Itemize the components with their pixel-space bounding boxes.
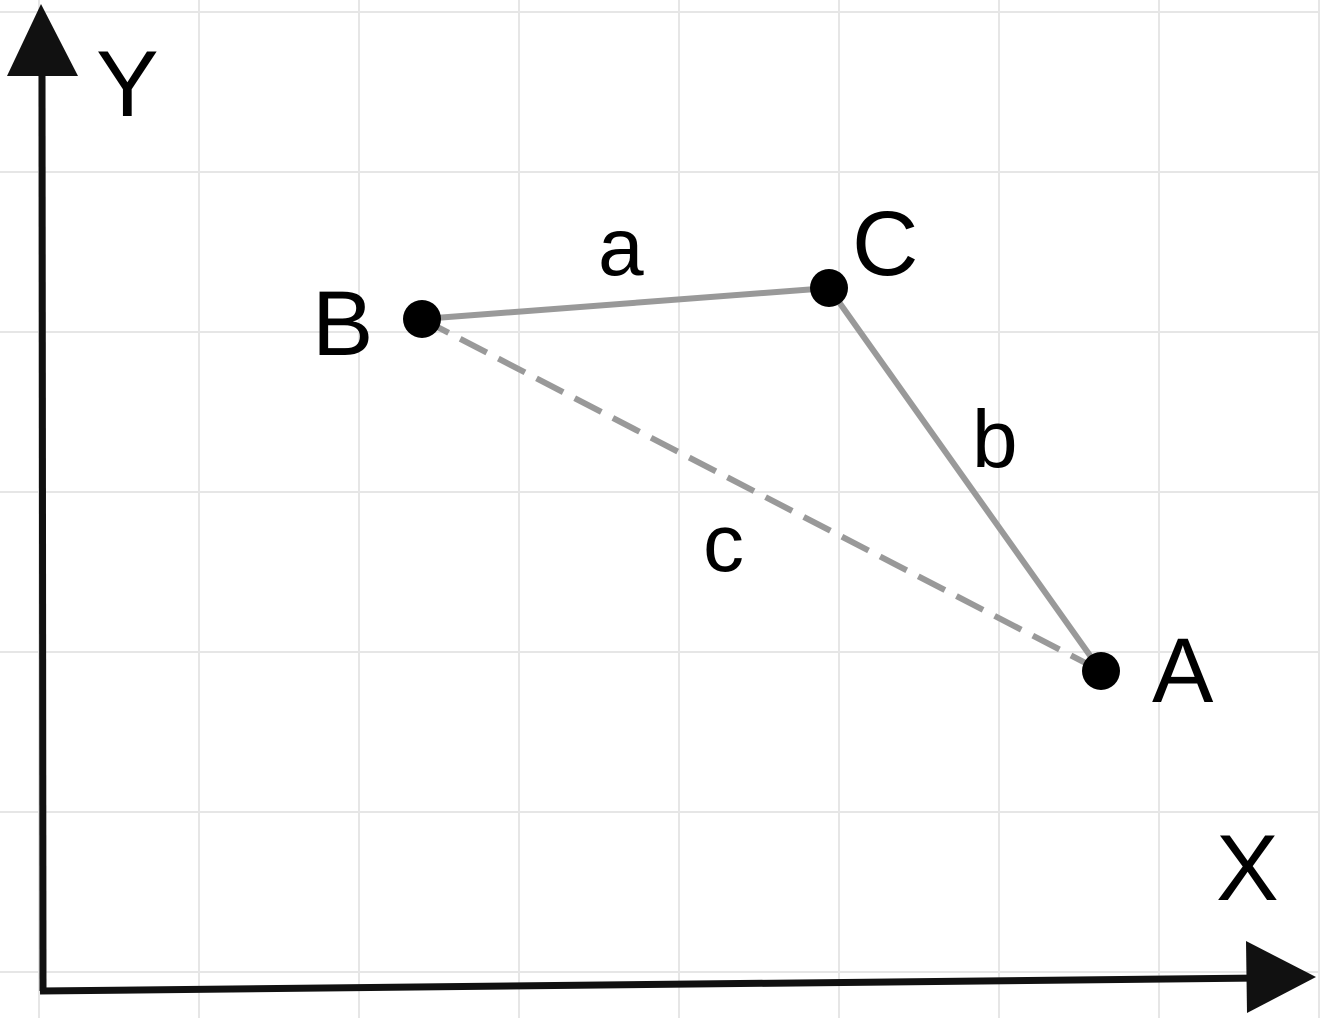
- edge-b-label: b: [972, 394, 1018, 485]
- edge-a-line: [419, 285, 832, 322]
- point-a-marker: [1082, 652, 1120, 690]
- x-axis-label: X: [1216, 815, 1279, 920]
- point-c-label: C: [852, 193, 918, 295]
- edge-a-label: a: [598, 202, 644, 293]
- y-axis-arrowhead: [7, 4, 78, 76]
- point-b-marker: [403, 300, 441, 338]
- point-c-marker: [810, 269, 848, 307]
- x-axis-line: [39, 974, 1263, 995]
- y-axis-label: Y: [96, 31, 159, 136]
- point-a-label: A: [1152, 620, 1214, 722]
- edge-b-line: [826, 285, 1104, 674]
- edge-c-label: c: [703, 498, 744, 589]
- y-axis-line: [38, 61, 47, 992]
- x-axis-arrowhead: [1246, 941, 1316, 1013]
- point-b-label: B: [312, 273, 373, 375]
